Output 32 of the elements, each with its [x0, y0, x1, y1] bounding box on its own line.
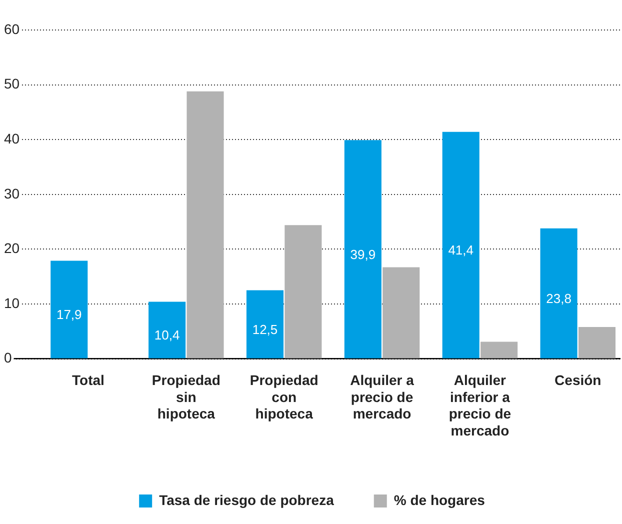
data-label: 17,9: [56, 307, 82, 322]
bar: [480, 342, 518, 358]
y-tick-label: 30: [4, 185, 20, 202]
x-tick-label: Cesión: [554, 372, 602, 388]
bar: [148, 302, 186, 358]
x-tick-label: Total: [72, 372, 104, 388]
y-tick-label: 10: [4, 294, 20, 311]
x-tick-label: Propiedad con hipoteca: [250, 372, 318, 422]
x-tick-label: Propiedad sin hipoteca: [152, 372, 220, 422]
y-tick-label: 0: [4, 350, 12, 366]
bar: [284, 225, 322, 358]
data-label: 23,8: [546, 290, 572, 306]
legend-label: Tasa de riesgo de pobreza: [159, 492, 334, 508]
data-label: 41,4: [448, 242, 474, 258]
bar: [344, 140, 382, 358]
y-tick-label: 40: [4, 130, 20, 146]
y-tick-label: 20: [4, 240, 20, 256]
bar: [540, 228, 578, 358]
legend-label: % de hogares: [394, 492, 486, 508]
bar: [442, 132, 480, 358]
bar: [382, 267, 420, 358]
y-tick-label: 60: [4, 20, 20, 37]
bar: [50, 260, 88, 358]
bar: [186, 91, 224, 358]
bar: [578, 327, 616, 358]
x-tick-label: Alquiler inferior a precio de mercado: [448, 372, 512, 438]
data-label: 10,4: [154, 328, 180, 343]
data-label: 39,9: [350, 246, 376, 262]
bar: [246, 290, 284, 358]
x-tick-label: Alquiler a precio de mercado: [350, 372, 414, 422]
data-label: 12,5: [252, 322, 278, 337]
y-tick-label: 50: [4, 76, 20, 92]
